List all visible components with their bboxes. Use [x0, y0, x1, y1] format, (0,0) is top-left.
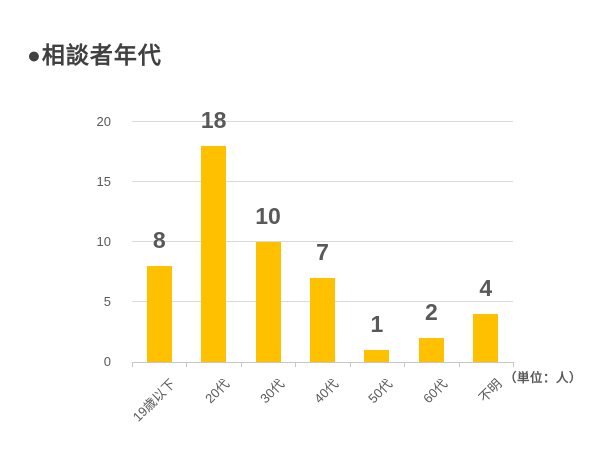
- bar: [418, 338, 444, 362]
- bar-value-label: 1: [370, 311, 384, 337]
- bar: [364, 350, 390, 362]
- x-tick-label: 19歳以下: [129, 376, 178, 425]
- x-tick-label: 不明: [475, 376, 505, 406]
- axis-tick-mark: [295, 362, 297, 367]
- x-tick-label: 50代: [365, 376, 396, 407]
- x-axis-line: [132, 362, 513, 363]
- bar-value-label: 7: [316, 239, 329, 265]
- unit-note: （単位：人）: [504, 371, 583, 385]
- axis-tick-mark: [513, 362, 514, 367]
- y-tick-label: 10: [96, 234, 111, 249]
- axis-tick-mark: [458, 362, 460, 367]
- bar: [310, 278, 335, 362]
- bar: [473, 314, 499, 362]
- chart-title: ●相談者年代: [27, 42, 162, 68]
- x-tick-label: 60代: [420, 376, 451, 407]
- bar-value-label: 4: [479, 275, 493, 301]
- y-tick-label: 0: [103, 354, 111, 369]
- bar-value-label: 18: [200, 107, 227, 133]
- axis-tick-mark: [186, 362, 188, 367]
- bar-value-label: 10: [255, 203, 281, 229]
- plot-area: 0 5 10 15 20 8 19歳以下 18 20代 10 30代 7 40代 1 50代 2 60代 4 不明: [97, 108, 514, 425]
- bar: [201, 146, 227, 362]
- bar: [255, 242, 281, 362]
- gridline: [132, 181, 513, 182]
- gridline: [132, 121, 513, 122]
- x-tick-label: 30代: [256, 376, 287, 407]
- gridline: [132, 241, 513, 242]
- bar-value-label: 8: [152, 227, 166, 253]
- axis-tick-mark: [349, 362, 351, 367]
- y-tick-label: 15: [96, 174, 111, 189]
- bar: [146, 266, 172, 362]
- axis-tick-mark: [404, 362, 406, 367]
- x-tick-label: 20代: [202, 376, 233, 407]
- y-tick-label: 20: [96, 114, 111, 129]
- axis-tick-mark: [240, 362, 242, 367]
- y-tick-label: 5: [103, 294, 111, 309]
- bar-value-label: 2: [424, 299, 438, 325]
- x-tick-label: 40代: [311, 376, 342, 407]
- axis-tick-mark: [132, 362, 133, 367]
